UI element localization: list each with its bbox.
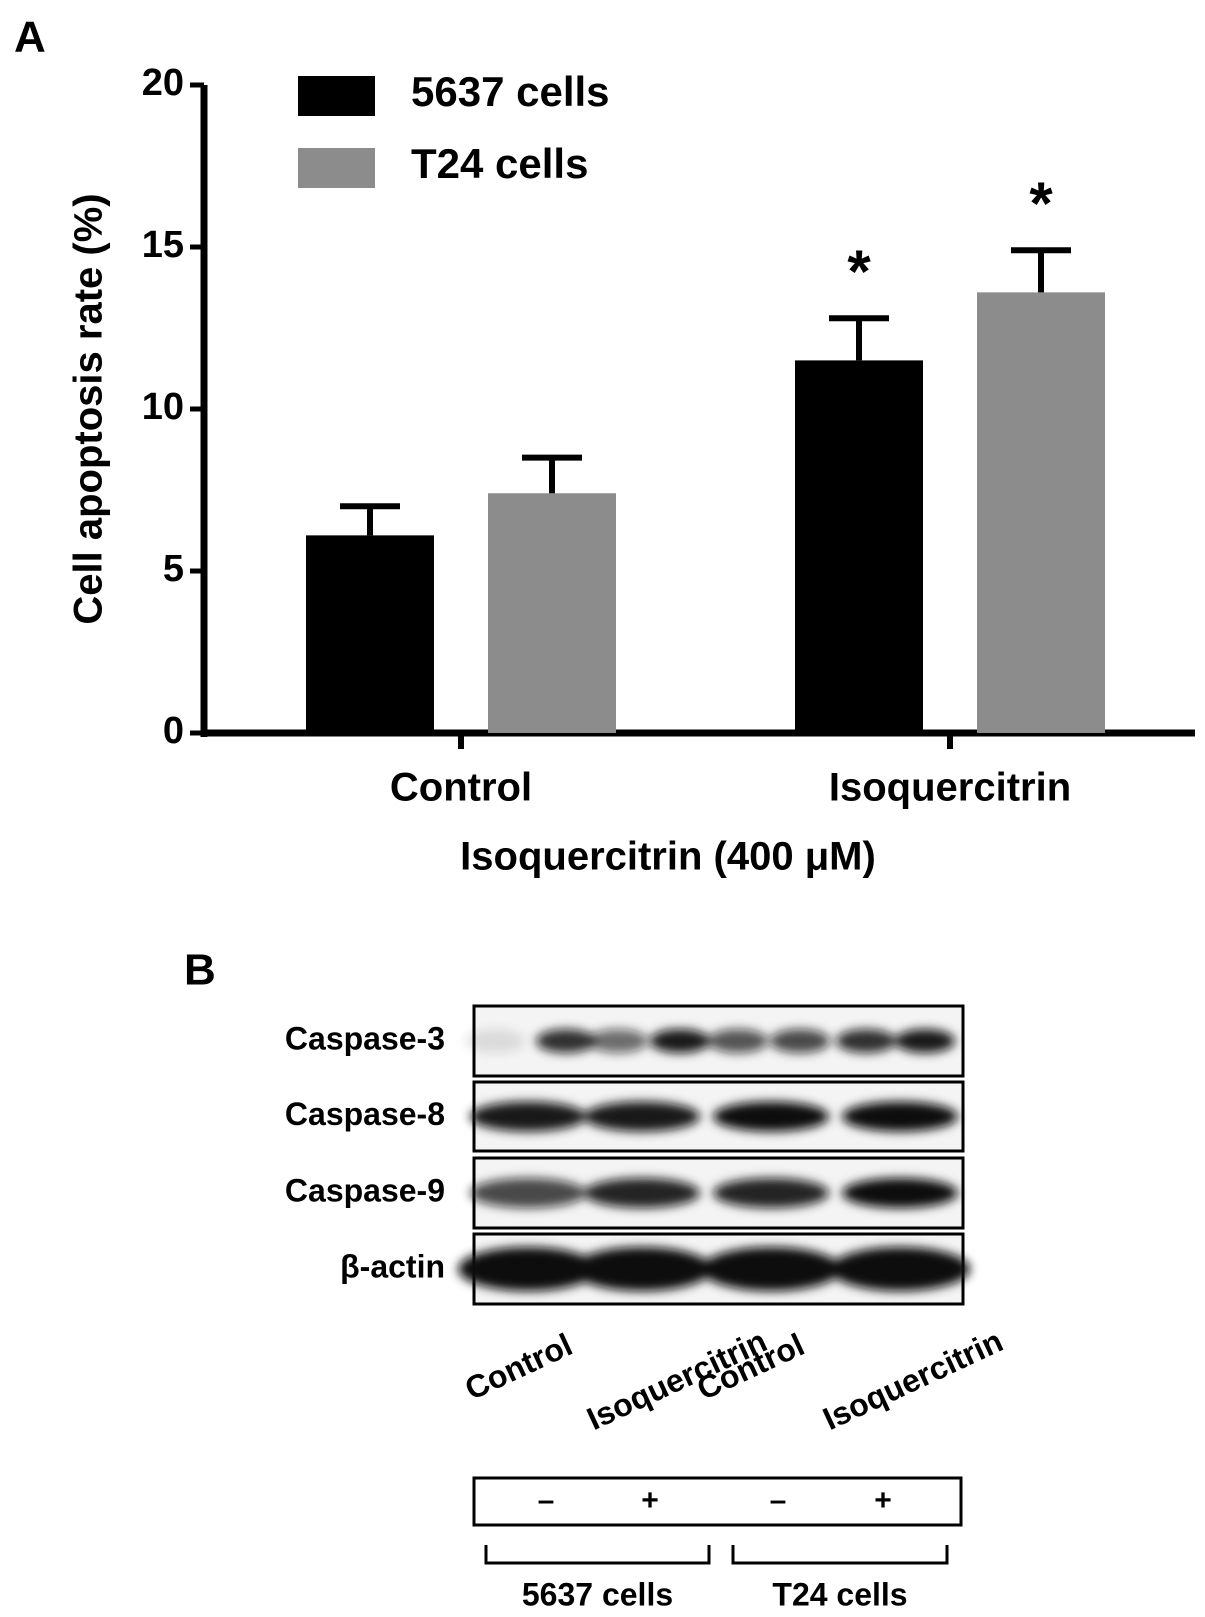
band xyxy=(895,1029,955,1053)
band xyxy=(588,1029,648,1053)
band-group xyxy=(470,1101,958,1132)
error-bar xyxy=(1011,247,1071,293)
y-tick-label: 5 xyxy=(163,548,184,590)
y-tick-label: 15 xyxy=(142,224,184,266)
blot-row-label: Caspase-3 xyxy=(285,1020,445,1056)
band xyxy=(713,1101,829,1132)
y-tick-label: 10 xyxy=(142,386,184,428)
band xyxy=(701,1247,841,1291)
x-axis-label: Isoquercitrin (400 μM) xyxy=(460,835,876,879)
band xyxy=(713,1178,829,1208)
bar xyxy=(306,535,434,733)
band xyxy=(770,1029,830,1053)
bar xyxy=(488,493,616,733)
y-axis-label: Cell apoptosis rate (%) xyxy=(67,193,111,624)
legend-swatch xyxy=(298,148,375,188)
x-tick-label: Isoquercitrin xyxy=(829,766,1071,810)
band xyxy=(830,1247,970,1291)
bar xyxy=(795,360,923,733)
band xyxy=(584,1178,700,1208)
band xyxy=(470,1101,586,1132)
legend-swatch xyxy=(298,76,375,116)
treatment-sign: – xyxy=(770,1484,787,1517)
band-group xyxy=(465,1029,955,1053)
panel-label: A xyxy=(14,13,46,62)
error-bar xyxy=(340,503,400,536)
y-tick-label: 20 xyxy=(142,62,184,104)
treatment-box xyxy=(472,1476,963,1527)
bar xyxy=(977,292,1105,733)
treatment-sign: + xyxy=(641,1484,659,1517)
band-group xyxy=(470,1178,958,1208)
legend-label: 5637 cells xyxy=(411,68,610,115)
treatment-sign: – xyxy=(538,1484,555,1517)
band xyxy=(842,1101,958,1132)
error-bar xyxy=(829,315,889,361)
band xyxy=(536,1029,596,1053)
treatment-sign: + xyxy=(874,1484,892,1517)
band xyxy=(458,1247,598,1291)
band-group xyxy=(458,1247,970,1291)
significance-mark: * xyxy=(1029,170,1053,237)
lane-label: Control xyxy=(459,1326,577,1407)
band xyxy=(465,1029,525,1053)
x-tick-label: Control xyxy=(390,766,532,810)
error-bar xyxy=(522,454,582,494)
y-tick-label: 0 xyxy=(163,710,184,752)
significance-mark: * xyxy=(847,238,871,305)
blot-row-label: Caspase-8 xyxy=(285,1096,445,1132)
group-bracket xyxy=(731,1545,949,1565)
band xyxy=(470,1178,586,1208)
blot-row-label: Caspase-9 xyxy=(285,1172,445,1208)
group-label: T24 cells xyxy=(772,1576,907,1612)
band xyxy=(836,1029,896,1053)
band xyxy=(650,1029,710,1053)
lane-label: Isoquercitrin xyxy=(817,1322,1008,1437)
band xyxy=(584,1101,700,1132)
group-label: 5637 cells xyxy=(522,1576,673,1612)
legend-label: T24 cells xyxy=(411,140,588,187)
band xyxy=(842,1178,958,1208)
blot-row-label: β-actin xyxy=(340,1248,445,1284)
band xyxy=(572,1247,712,1291)
band xyxy=(708,1029,768,1053)
group-bracket xyxy=(484,1545,711,1565)
panel-label: B xyxy=(184,946,216,995)
